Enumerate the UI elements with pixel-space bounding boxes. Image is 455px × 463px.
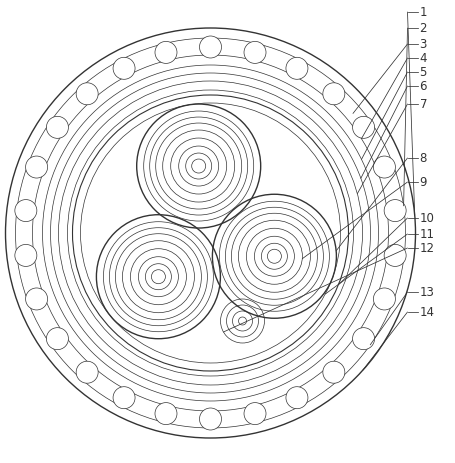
Circle shape — [46, 116, 68, 138]
Text: 5: 5 — [419, 65, 426, 79]
Circle shape — [383, 244, 405, 266]
Text: 14: 14 — [419, 306, 434, 319]
Circle shape — [155, 41, 177, 63]
Circle shape — [373, 288, 394, 310]
Circle shape — [76, 361, 98, 383]
Text: 10: 10 — [419, 212, 434, 225]
Circle shape — [373, 156, 394, 178]
Circle shape — [322, 361, 344, 383]
Text: 12: 12 — [419, 242, 434, 255]
Circle shape — [243, 403, 265, 425]
Circle shape — [25, 156, 47, 178]
Circle shape — [285, 57, 307, 79]
Circle shape — [76, 83, 98, 105]
Circle shape — [113, 387, 135, 409]
Circle shape — [352, 328, 374, 350]
Circle shape — [25, 288, 47, 310]
Text: 8: 8 — [419, 151, 426, 164]
Circle shape — [15, 200, 37, 222]
Text: 4: 4 — [419, 51, 426, 64]
Text: 6: 6 — [419, 80, 426, 93]
Circle shape — [383, 200, 405, 222]
Circle shape — [199, 408, 221, 430]
Circle shape — [243, 41, 265, 63]
Circle shape — [46, 328, 68, 350]
Circle shape — [322, 83, 344, 105]
Text: 3: 3 — [419, 38, 426, 50]
Text: 1: 1 — [419, 6, 426, 19]
Circle shape — [199, 36, 221, 58]
Circle shape — [155, 403, 177, 425]
Text: 2: 2 — [419, 21, 426, 35]
Text: 9: 9 — [419, 175, 426, 188]
Circle shape — [285, 387, 307, 409]
Circle shape — [113, 57, 135, 79]
Circle shape — [15, 244, 37, 266]
Text: 13: 13 — [419, 286, 434, 299]
Circle shape — [352, 116, 374, 138]
Text: 11: 11 — [419, 227, 434, 240]
Text: 7: 7 — [419, 98, 426, 111]
